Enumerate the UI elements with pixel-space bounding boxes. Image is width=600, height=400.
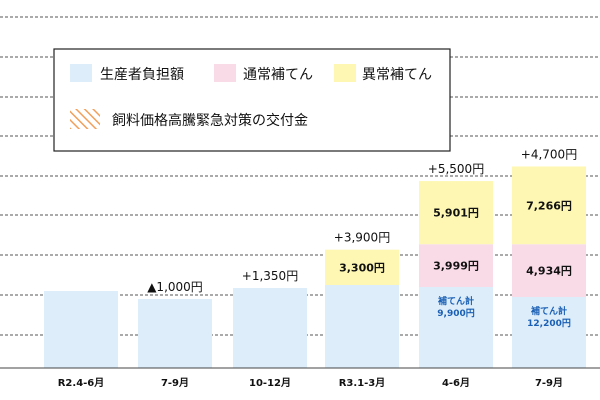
legend-label-hatched: 飼料価格高騰緊急対策の交付金 <box>112 112 308 129</box>
segment-label: 3,999円 <box>433 260 479 273</box>
subtotal-label: 補てん計 <box>437 295 474 307</box>
bar-segment-abnormal <box>419 181 493 245</box>
bar-segment-producer <box>138 299 212 368</box>
bar-segment-producer <box>233 288 307 368</box>
bar-segment-abnormal <box>512 166 586 245</box>
subtotal-label: 補てん計 <box>530 305 567 317</box>
legend-label-producer: 生産者負担額 <box>100 67 184 83</box>
legend-swatch-producer <box>70 64 92 82</box>
change-label: +4,700円 <box>521 147 577 161</box>
bar-segment-producer <box>419 287 493 368</box>
change-label: +1,350円 <box>242 269 298 283</box>
bar-segment-abnormal <box>325 249 399 285</box>
x-axis-ticks: R2.4-6月 7-9月 10-12月 R3.1-3月 4-6月 7-9月 <box>58 377 563 389</box>
bars <box>44 166 586 368</box>
x-tick-label: R2.4-6月 <box>58 377 105 389</box>
legend-swatch-normal <box>214 64 236 82</box>
x-tick-label: 10-12月 <box>249 377 291 389</box>
segment-label: 7,266円 <box>526 199 572 212</box>
change-label: +3,900円 <box>334 231 390 245</box>
bar-segment-producer <box>512 297 586 368</box>
bar-segment-normal <box>512 244 586 297</box>
bar-segment-normal <box>419 244 493 287</box>
legend-label-normal: 通常補てん <box>243 67 313 83</box>
bar-labels: ▲1,000円+1,350円3,300円+3,900円3,999円5,901円補… <box>147 147 577 329</box>
segment-label: 3,300円 <box>339 261 385 274</box>
x-tick-label: 7-9月 <box>161 377 189 389</box>
segment-label: 5,901円 <box>433 207 479 220</box>
x-tick-label: 7-9月 <box>535 377 563 389</box>
x-tick-label: R3.1-3月 <box>339 377 386 389</box>
subtotal-value: 12,200円 <box>527 318 571 329</box>
subtotal-value: 9,900円 <box>437 308 474 319</box>
x-tick-label: 4-6月 <box>442 377 470 389</box>
legend-swatch-abnormal <box>334 64 356 82</box>
legend-swatch-hatched <box>70 109 100 129</box>
change-label: ▲1,000円 <box>147 280 203 294</box>
bar-segment-producer <box>325 285 399 368</box>
change-label: +5,500円 <box>428 162 484 176</box>
segment-label: 4,934円 <box>526 265 572 278</box>
bar-segment-producer <box>44 291 118 368</box>
legend-box <box>53 48 451 152</box>
legend-label-abnormal: 異常補てん <box>362 67 432 83</box>
legend: 生産者負担額 通常補てん 異常補てん 飼料価格高騰緊急対策の交付金 <box>53 48 451 152</box>
